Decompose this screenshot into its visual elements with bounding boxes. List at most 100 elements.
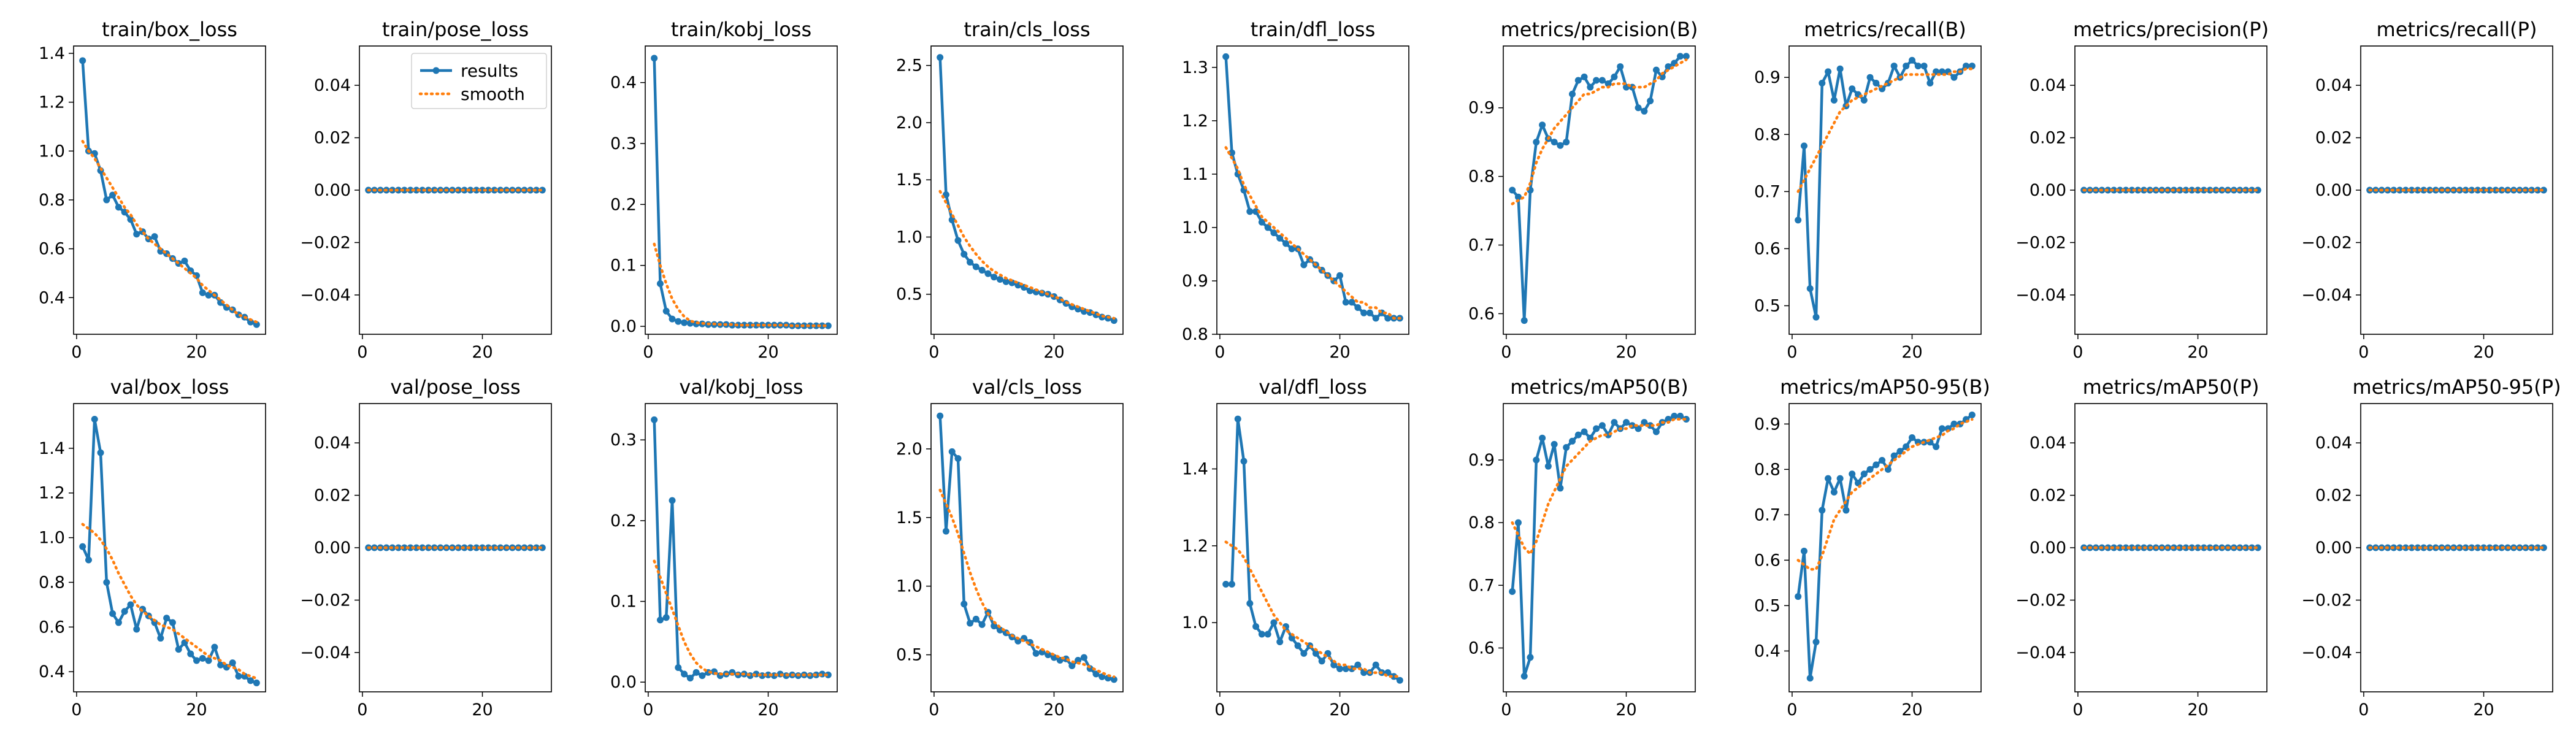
results-point: [1849, 470, 1856, 478]
y-tick-label: −0.02: [300, 591, 351, 610]
y-tick-label: 0.8: [1468, 167, 1495, 186]
x-tick-label: 0: [2072, 700, 2083, 719]
results-point: [1336, 665, 1344, 672]
results-point: [2486, 186, 2493, 194]
y-tick-label: 1.5: [896, 508, 922, 527]
y-tick-label: 0.6: [39, 240, 65, 259]
smooth-line: [653, 242, 830, 328]
y-tick-label: 0.04: [314, 434, 351, 453]
results-point: [1890, 452, 1898, 459]
results-point: [824, 322, 832, 329]
axes-frame: [930, 403, 1124, 692]
results-point: [1068, 662, 1076, 669]
results-point: [1342, 299, 1349, 306]
results-point: [1920, 63, 1928, 70]
y-tick-label: 0.9: [1754, 415, 1781, 434]
results-point: [1252, 208, 1260, 215]
smooth-line: [653, 559, 830, 677]
results-point: [656, 280, 664, 288]
results-point: [1110, 676, 1117, 683]
axes-frame: [2074, 45, 2267, 335]
results-point: [2468, 544, 2475, 551]
results-point: [479, 186, 486, 194]
results-point: [157, 248, 164, 255]
subplot-title: train/dfl_loss: [1251, 18, 1376, 41]
results-point: [2200, 544, 2207, 551]
y-tick-label: 1.0: [1182, 218, 1208, 237]
y-tick-label: 0.6: [39, 618, 65, 637]
results-point: [1270, 229, 1278, 237]
y-tick-label: 0.7: [1754, 505, 1781, 524]
y-tick-label: 0.00: [2030, 181, 2066, 200]
y-tick-label: 0.02: [2030, 486, 2066, 505]
results-point: [109, 191, 117, 199]
results-point: [1258, 631, 1265, 638]
results-point: [996, 275, 1003, 283]
results-point: [960, 250, 968, 258]
results-point: [473, 186, 480, 194]
results-point: [1228, 149, 1235, 156]
x-tick-label: 20: [757, 700, 778, 719]
results-point: [229, 659, 236, 667]
results-point: [2480, 186, 2488, 194]
results-point: [199, 289, 206, 296]
results-point: [824, 671, 832, 678]
subplot-title: metrics/mAP50(P): [2083, 375, 2260, 399]
x-tick-label: 20: [1901, 343, 1922, 362]
smooth-line: [1796, 67, 1974, 193]
results-point: [1288, 245, 1295, 253]
results-point: [1926, 79, 1934, 86]
results-point: [1014, 637, 1022, 645]
results-point: [651, 416, 658, 423]
axes-frame: [2360, 45, 2553, 335]
x-tick-label: 0: [1214, 700, 1225, 719]
results-point: [1300, 261, 1308, 269]
results-point: [1568, 437, 1576, 445]
results-point: [1318, 657, 1325, 665]
results-point: [1587, 83, 1594, 91]
results-point: [485, 186, 492, 194]
subplot-title: train/kobj_loss: [671, 18, 811, 41]
axes-frame: [1503, 45, 1696, 335]
results-point: [1938, 425, 1945, 432]
results-point: [1944, 425, 1952, 432]
results-point: [740, 321, 748, 329]
results-point: [669, 497, 676, 504]
results-point: [1896, 448, 1904, 455]
results-point: [1557, 485, 1564, 492]
y-tick-label: −0.04: [300, 286, 351, 305]
results-point: [1514, 519, 1522, 526]
results-point: [1860, 470, 1868, 478]
results-point: [169, 619, 176, 626]
results-point: [2182, 544, 2190, 551]
x-tick-label: 0: [1501, 700, 1511, 719]
y-tick-label: 0.00: [2030, 539, 2066, 558]
subplot-13: val/dfl_loss 1.0 1.2 1.4 0 20: [1182, 375, 1409, 719]
results-point: [1598, 422, 1606, 429]
smooth-line: [1224, 540, 1401, 678]
results-point: [1795, 217, 1802, 224]
y-tick-label: 0.3: [610, 134, 637, 153]
results-point: [467, 544, 474, 551]
results-point: [2474, 186, 2482, 194]
x-tick-label: 0: [357, 343, 367, 362]
results-point: [115, 204, 122, 211]
results-point: [199, 654, 206, 662]
axes-frame: [359, 403, 552, 692]
x-tick-label: 0: [2358, 343, 2369, 362]
y-tick-label: 0.04: [2030, 76, 2066, 95]
results-point: [1222, 581, 1230, 588]
results-point: [1330, 661, 1338, 669]
results-point: [948, 216, 956, 223]
results-point: [1635, 425, 1642, 432]
subplot-3: train/cls_loss 0.5 1.0 1.5 2.0 2.5 0 20: [896, 18, 1124, 362]
results-point: [1384, 315, 1392, 322]
results-point: [1246, 600, 1254, 607]
x-tick-label: 20: [1329, 343, 1350, 362]
legend-results-marker: [432, 67, 440, 74]
results-point: [1806, 675, 1814, 682]
results-point: [1354, 661, 1362, 669]
results-point: [1682, 53, 1690, 60]
y-tick-label: 0.04: [2315, 76, 2352, 95]
results-point: [1611, 419, 1618, 426]
